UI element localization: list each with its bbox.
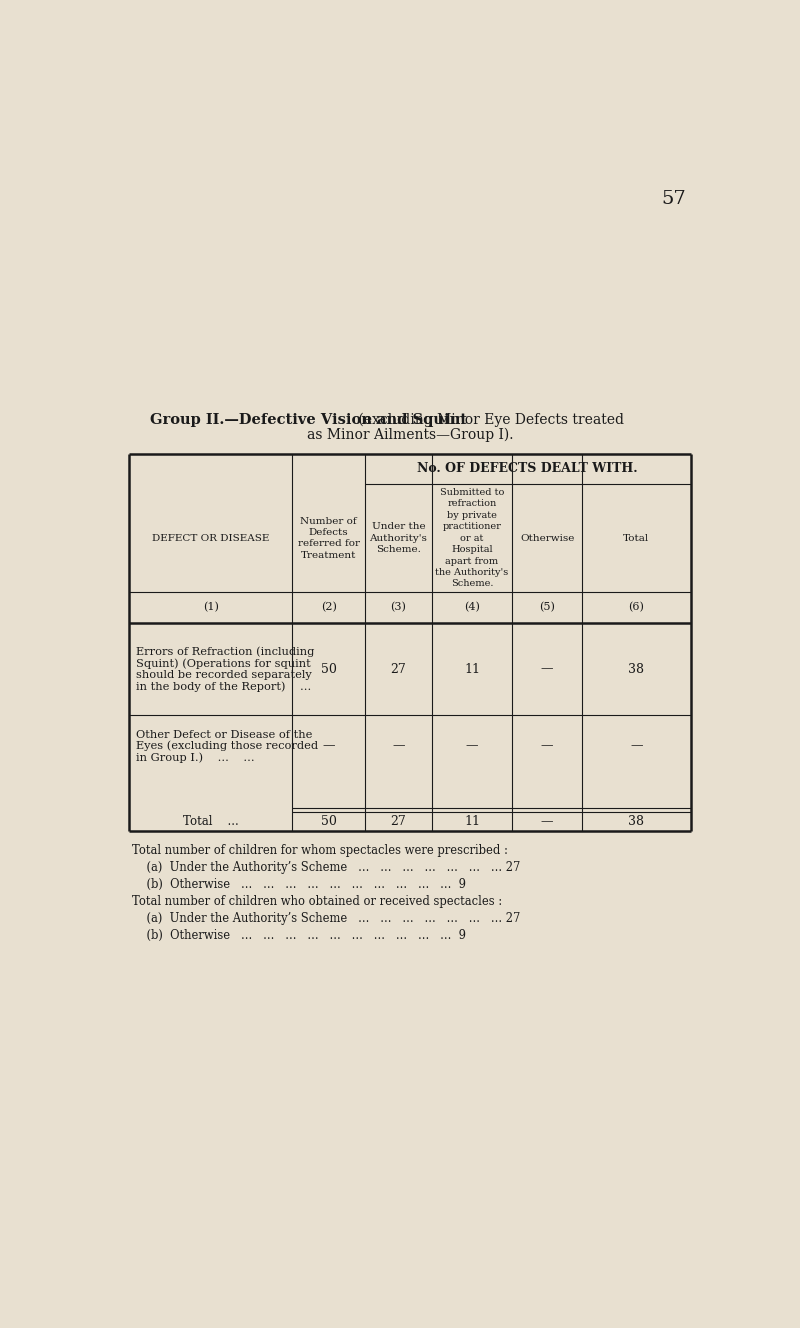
Text: Submitted to
refraction
by private
practitioner
or at
Hospital
apart from
the Au: Submitted to refraction by private pract… xyxy=(435,487,509,588)
Text: 38: 38 xyxy=(628,663,644,676)
Text: —: — xyxy=(541,740,554,753)
Text: Errors of Refraction (including: Errors of Refraction (including xyxy=(136,647,314,657)
Text: (b)  Otherwise   ...   ...   ...   ...   ...   ...   ...   ...   ...   ...  9: (b) Otherwise ... ... ... ... ... ... ..… xyxy=(132,930,466,942)
Text: as Minor Ailments—Group I).: as Minor Ailments—Group I). xyxy=(306,428,514,442)
Text: Eyes (excluding those recorded: Eyes (excluding those recorded xyxy=(136,741,318,752)
Text: in the body of the Report)    ...: in the body of the Report) ... xyxy=(136,681,311,692)
Text: DEFECT OR DISEASE: DEFECT OR DISEASE xyxy=(152,534,270,543)
Text: 57: 57 xyxy=(661,190,686,208)
Text: should be recorded separately: should be recorded separately xyxy=(136,669,311,680)
Text: in Group I.)    ...    ...: in Group I.) ... ... xyxy=(136,753,254,762)
Text: 11: 11 xyxy=(464,663,480,676)
Text: —: — xyxy=(466,740,478,753)
Text: Number of
Defects
referred for
Treatment: Number of Defects referred for Treatment xyxy=(298,517,360,560)
Text: 38: 38 xyxy=(628,815,644,829)
Text: 50: 50 xyxy=(321,663,337,676)
Text: (a)  Under the Authority’s Scheme   ...   ...   ...   ...   ...   ...   ... 27: (a) Under the Authority’s Scheme ... ...… xyxy=(132,912,520,926)
Text: —: — xyxy=(541,663,554,676)
Text: (a)  Under the Authority’s Scheme   ...   ...   ...   ...   ...   ...   ... 27: (a) Under the Authority’s Scheme ... ...… xyxy=(132,862,520,874)
Text: —: — xyxy=(630,740,642,753)
Text: Total number of children who obtained or received spectacles :: Total number of children who obtained or… xyxy=(132,895,502,908)
Text: Other Defect or Disease of the: Other Defect or Disease of the xyxy=(136,729,312,740)
Text: —: — xyxy=(392,740,405,753)
Text: (6): (6) xyxy=(628,603,644,612)
Text: Squint) (Operations for squint: Squint) (Operations for squint xyxy=(136,659,310,668)
Text: 50: 50 xyxy=(321,815,337,829)
Text: Total    ...: Total ... xyxy=(183,815,238,829)
Text: —: — xyxy=(322,740,335,753)
Text: 27: 27 xyxy=(390,815,406,829)
Text: —: — xyxy=(541,815,554,829)
Text: (1): (1) xyxy=(203,603,218,612)
Text: (3): (3) xyxy=(390,603,406,612)
Text: (excluding Minor Eye Defects treated: (excluding Minor Eye Defects treated xyxy=(354,413,624,426)
Text: Otherwise: Otherwise xyxy=(520,534,574,543)
Text: (4): (4) xyxy=(464,603,480,612)
Text: (2): (2) xyxy=(321,603,337,612)
Text: (b)  Otherwise   ...   ...   ...   ...   ...   ...   ...   ...   ...   ...  9: (b) Otherwise ... ... ... ... ... ... ..… xyxy=(132,878,466,891)
Text: No. OF DEFECTS DEALT WITH.: No. OF DEFECTS DEALT WITH. xyxy=(418,462,638,475)
Text: (5): (5) xyxy=(539,603,555,612)
Text: Group II.—Defective Vision and Squint: Group II.—Defective Vision and Squint xyxy=(150,413,467,426)
Text: 11: 11 xyxy=(464,815,480,829)
Text: Total: Total xyxy=(623,534,650,543)
Text: Under the
Authority's
Scheme.: Under the Authority's Scheme. xyxy=(370,522,427,554)
Text: 27: 27 xyxy=(390,663,406,676)
Text: Total number of children for whom spectacles were prescribed :: Total number of children for whom specta… xyxy=(132,845,508,858)
